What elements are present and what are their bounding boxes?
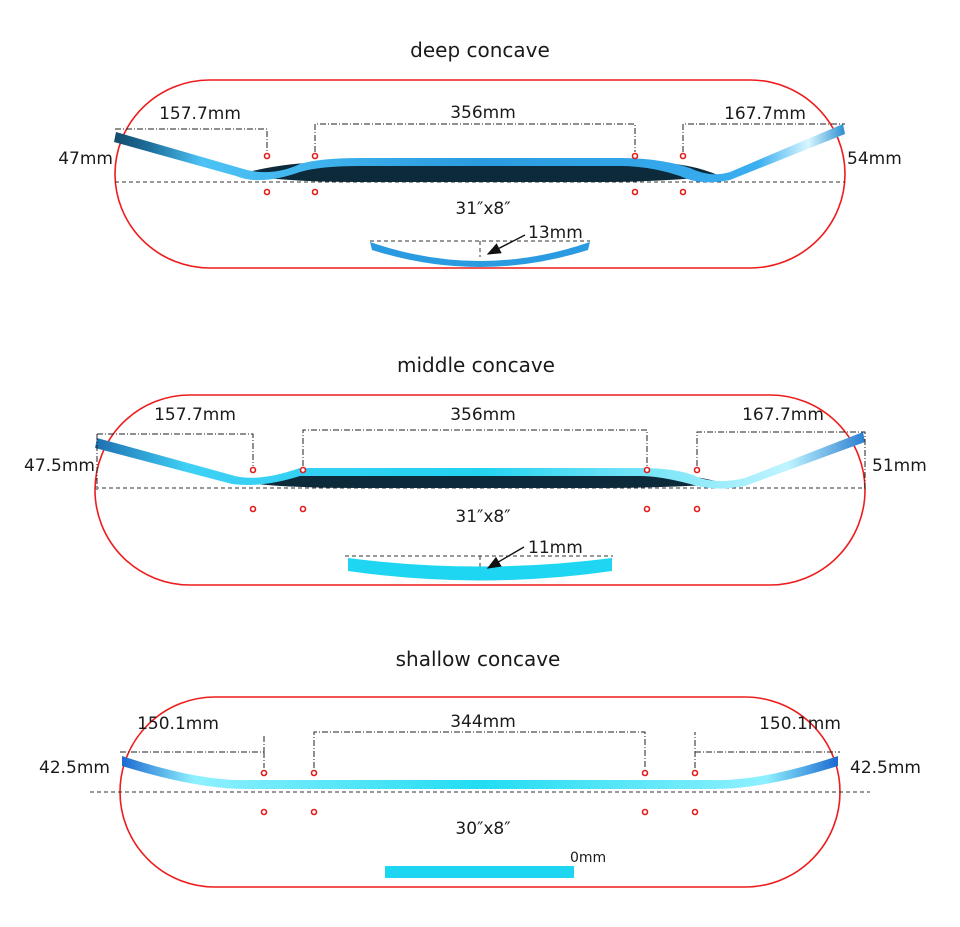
dimension-lines	[96, 429, 866, 490]
panel-title: middle concave	[397, 353, 555, 377]
dimension-lines	[120, 731, 840, 768]
left-kick-height: 47mm	[58, 149, 113, 169]
right-kick-height: 42.5mm	[850, 758, 921, 778]
right-kick-height: 51mm	[872, 456, 927, 476]
arrow-icon	[486, 234, 526, 255]
wheelbase-length: 356mm	[450, 103, 516, 123]
deck-underside	[240, 472, 725, 488]
deck-outline	[94, 394, 866, 586]
concave-depth: 13mm	[528, 223, 583, 243]
truck-holes	[260, 769, 699, 816]
deck-outline	[114, 79, 846, 269]
concave-depth: 11mm	[528, 538, 583, 558]
left-kick-length: 157.7mm	[159, 104, 241, 124]
wheelbase-length: 356mm	[450, 405, 516, 425]
concave-profile	[348, 558, 612, 581]
right-kick-length: 167.7mm	[742, 405, 824, 425]
deck-profile	[114, 124, 845, 183]
concave-depth: 0mm	[570, 850, 606, 866]
deck-underside	[240, 162, 720, 182]
panel-shallow-concave: shallow concave 150.1mm 344mm 150.1mm 42…	[39, 647, 921, 888]
dimension-lines	[115, 123, 845, 152]
left-kick-height: 42.5mm	[39, 758, 110, 778]
left-kick-length: 157.7mm	[154, 405, 236, 425]
panel-title: shallow concave	[396, 647, 561, 671]
concave-profile	[385, 866, 574, 878]
deck-size: 31″x8″	[455, 199, 510, 219]
right-kick-height: 54mm	[847, 149, 902, 169]
right-kick-length: 150.1mm	[759, 714, 841, 734]
concave-profile	[370, 242, 590, 267]
right-kick-length: 167.7mm	[724, 104, 806, 124]
arrow-icon	[486, 546, 525, 569]
deck-profile	[122, 756, 838, 790]
panel-deep-concave: deep concave 157.7mm 356mm 167.7mm 47mm …	[58, 38, 902, 269]
truck-holes	[263, 152, 687, 196]
deck-size: 30″x8″	[455, 819, 510, 839]
deck-profile	[95, 432, 865, 489]
panel-title: deep concave	[410, 38, 550, 62]
deck-size: 31″x8″	[455, 507, 510, 527]
left-kick-length: 150.1mm	[137, 714, 219, 734]
panel-middle-concave: middle concave 157.7mm 356mm 167.7mm 47.…	[24, 353, 927, 586]
truck-holes	[249, 466, 701, 513]
wheelbase-length: 344mm	[450, 712, 516, 732]
left-kick-height: 47.5mm	[24, 456, 95, 476]
